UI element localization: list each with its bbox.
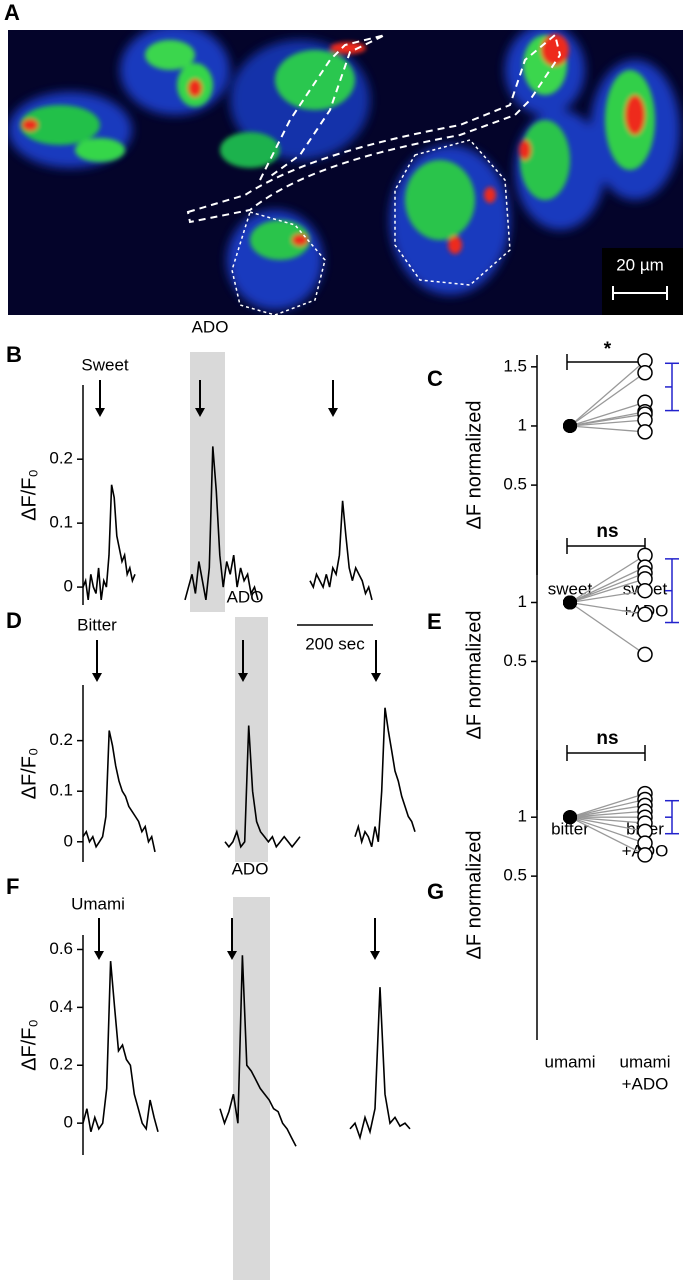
pair-line [569, 601, 646, 615]
x-category-label: umami [544, 1052, 595, 1071]
ado-point [637, 646, 653, 663]
panel-label: E [427, 609, 442, 634]
stimulus-arrow-head [195, 408, 205, 417]
panel-label: A [4, 0, 20, 25]
trace [82, 961, 159, 1133]
stimulus-label: Umami [71, 894, 125, 913]
treatment-label: ADO [192, 317, 229, 336]
pair-line [569, 578, 646, 604]
stimulus-arrow-head [370, 951, 380, 960]
x-category-label: +ADO [622, 1074, 669, 1093]
y-tick-label: 0 [64, 1113, 73, 1132]
y-tick-label: 0.5 [503, 475, 527, 494]
pair-line [569, 601, 646, 655]
pair-line [569, 554, 646, 604]
stimulus-label: Bitter [77, 615, 117, 634]
pair-line [569, 798, 646, 818]
y-tick-label: 0.5 [503, 651, 527, 670]
y-tick-label: 1 [518, 415, 527, 434]
pair-line [569, 816, 646, 832]
treatment-band [190, 352, 225, 612]
y-tick-label: 0 [64, 831, 73, 850]
x-category-label: sweet [548, 579, 593, 598]
y-tick-label: 0.1 [49, 781, 73, 800]
treatment-band [235, 617, 268, 862]
trace [309, 500, 373, 601]
x-category-label: bitter [551, 819, 589, 838]
stimulus-arrow-head [92, 673, 102, 682]
trace [354, 707, 416, 848]
significance-label: ns [596, 728, 618, 749]
stimulus-arrow-head [238, 673, 248, 682]
treatment-label: ADO [232, 859, 269, 878]
pair-line [569, 804, 646, 818]
y-tick-label: 0.2 [49, 1055, 73, 1074]
stimulus-arrow-head [371, 673, 381, 682]
trace [219, 955, 297, 1147]
y-tick-label: 0.6 [49, 939, 73, 958]
panel-label: B [6, 342, 22, 367]
stimulus-arrow-head [94, 951, 104, 960]
y-tick-label: 0.2 [49, 730, 73, 749]
pair-line [569, 401, 646, 427]
trace [82, 730, 156, 853]
control-point [563, 595, 577, 610]
trace [184, 446, 259, 601]
trace [349, 987, 411, 1141]
y-tick-label: 0.5 [503, 866, 527, 885]
pair-line [569, 816, 646, 856]
panel-label: F [6, 874, 19, 899]
y-axis-label: ΔF normalized [463, 831, 485, 960]
panel-label: C [427, 366, 443, 391]
y-axis-label: ΔF/F₀ [18, 1019, 40, 1071]
y-tick-label: 1 [518, 807, 527, 826]
pair-line [569, 425, 646, 433]
pair-line [569, 413, 646, 427]
ado-point [637, 582, 653, 599]
ado-point [637, 606, 653, 623]
y-axis-label: ΔF/F₀ [18, 469, 40, 521]
image-scale-bar-label: 20 µm [616, 255, 664, 274]
trace [224, 725, 301, 849]
significance-label: * [604, 339, 612, 360]
pair-line [569, 419, 646, 427]
trace [82, 484, 136, 601]
y-tick-label: 0.1 [49, 513, 73, 532]
stimulus-arrow-head [328, 408, 338, 417]
pair-line [569, 590, 646, 604]
y-tick-label: 1 [518, 592, 527, 611]
stimulus-arrow-head [95, 408, 105, 417]
pair-line [569, 816, 646, 824]
control-point [563, 418, 577, 433]
pair-line [569, 792, 646, 818]
pair-line [569, 572, 646, 604]
pair-line [569, 360, 646, 427]
significance-label: ns [596, 521, 618, 542]
x-category-label: umami [619, 1052, 670, 1071]
control-point [563, 810, 577, 825]
ado-point [637, 424, 653, 440]
treatment-label: ADO [227, 587, 264, 606]
pair-line [569, 810, 646, 818]
y-axis-label: ΔF normalized [463, 401, 485, 530]
stimulus-label: Sweet [81, 355, 129, 374]
pair-line [569, 566, 646, 604]
y-tick-label: 0.4 [49, 997, 73, 1016]
time-scale-label: 200 sec [305, 634, 365, 653]
y-axis-label: ΔF/F₀ [18, 748, 40, 800]
panel-label: D [6, 608, 22, 633]
ado-point [637, 364, 653, 381]
pair-line [569, 816, 646, 844]
panel-label: G [427, 879, 444, 904]
micrograph: 20 µm [8, 30, 683, 315]
y-tick-label: 1.5 [503, 356, 527, 375]
stimulus-arrow-head [227, 951, 237, 960]
pair-line [569, 372, 646, 427]
significance-bracket [566, 745, 646, 761]
y-tick-label: 0.2 [49, 449, 73, 468]
y-axis-label: ΔF normalized [463, 611, 485, 740]
ado-point [637, 847, 653, 863]
y-tick-label: 0 [64, 577, 73, 596]
